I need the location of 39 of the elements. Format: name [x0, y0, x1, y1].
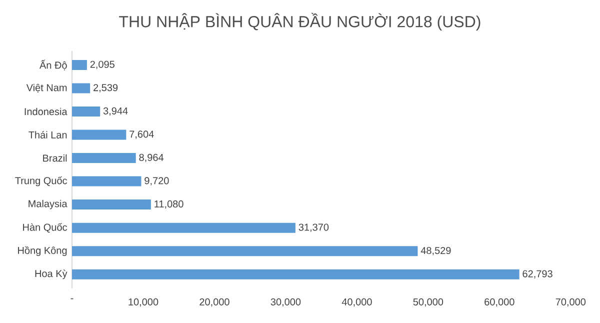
bar	[72, 106, 100, 116]
data-label: 48,529	[420, 246, 451, 256]
data-label: 2,539	[94, 84, 118, 92]
data-label: 62,793	[522, 270, 552, 278]
x-tick-label: 70,000	[556, 298, 586, 307]
y-tick-label: Việt Nam	[26, 84, 67, 93]
x-tick-label: 20,000	[200, 298, 230, 307]
x-tick-label: 50,000	[413, 298, 444, 307]
bar	[72, 176, 142, 186]
data-label: 3,944	[103, 107, 128, 116]
x-tick-label: 60,000	[484, 298, 514, 307]
y-tick-label: Thái Lan	[28, 131, 67, 138]
y-tick-label: Ấn Độ	[40, 60, 67, 70]
bar	[72, 246, 418, 256]
y-tick-label: Trung Quốc	[15, 176, 68, 186]
y-tick-label: Hồng Kông	[18, 246, 67, 256]
y-tick-label: Malaysia	[28, 200, 68, 210]
y-tick-label: Hàn Quốc	[23, 223, 68, 233]
bar	[72, 60, 87, 70]
data-label: 8,964	[139, 154, 164, 162]
data-label: 31,370	[298, 224, 329, 232]
bar	[72, 153, 136, 164]
bar	[72, 83, 90, 94]
x-tick-label: -	[70, 298, 74, 300]
y-tick-label: Hoa Kỳ	[35, 270, 68, 280]
bar	[72, 200, 151, 210]
bar	[72, 269, 520, 280]
y-tick-label: Indonesia	[24, 108, 68, 116]
x-tick-label: 40,000	[342, 298, 372, 307]
bar	[72, 130, 126, 140]
x-tick-label: 30,000	[270, 298, 301, 307]
data-label: 9,720	[144, 177, 169, 186]
bar	[72, 222, 296, 233]
chart-title: THU NHẬP BÌNH QUÂN ĐẦU NGƯỜI 2018 (USD)	[119, 12, 480, 30]
data-label: 7,604	[130, 130, 154, 139]
y-tick-label: Brazil	[43, 154, 67, 162]
data-label: 11,080	[154, 200, 184, 209]
x-tick-label: 10,000	[128, 298, 158, 307]
data-label: 2,095	[90, 60, 114, 70]
